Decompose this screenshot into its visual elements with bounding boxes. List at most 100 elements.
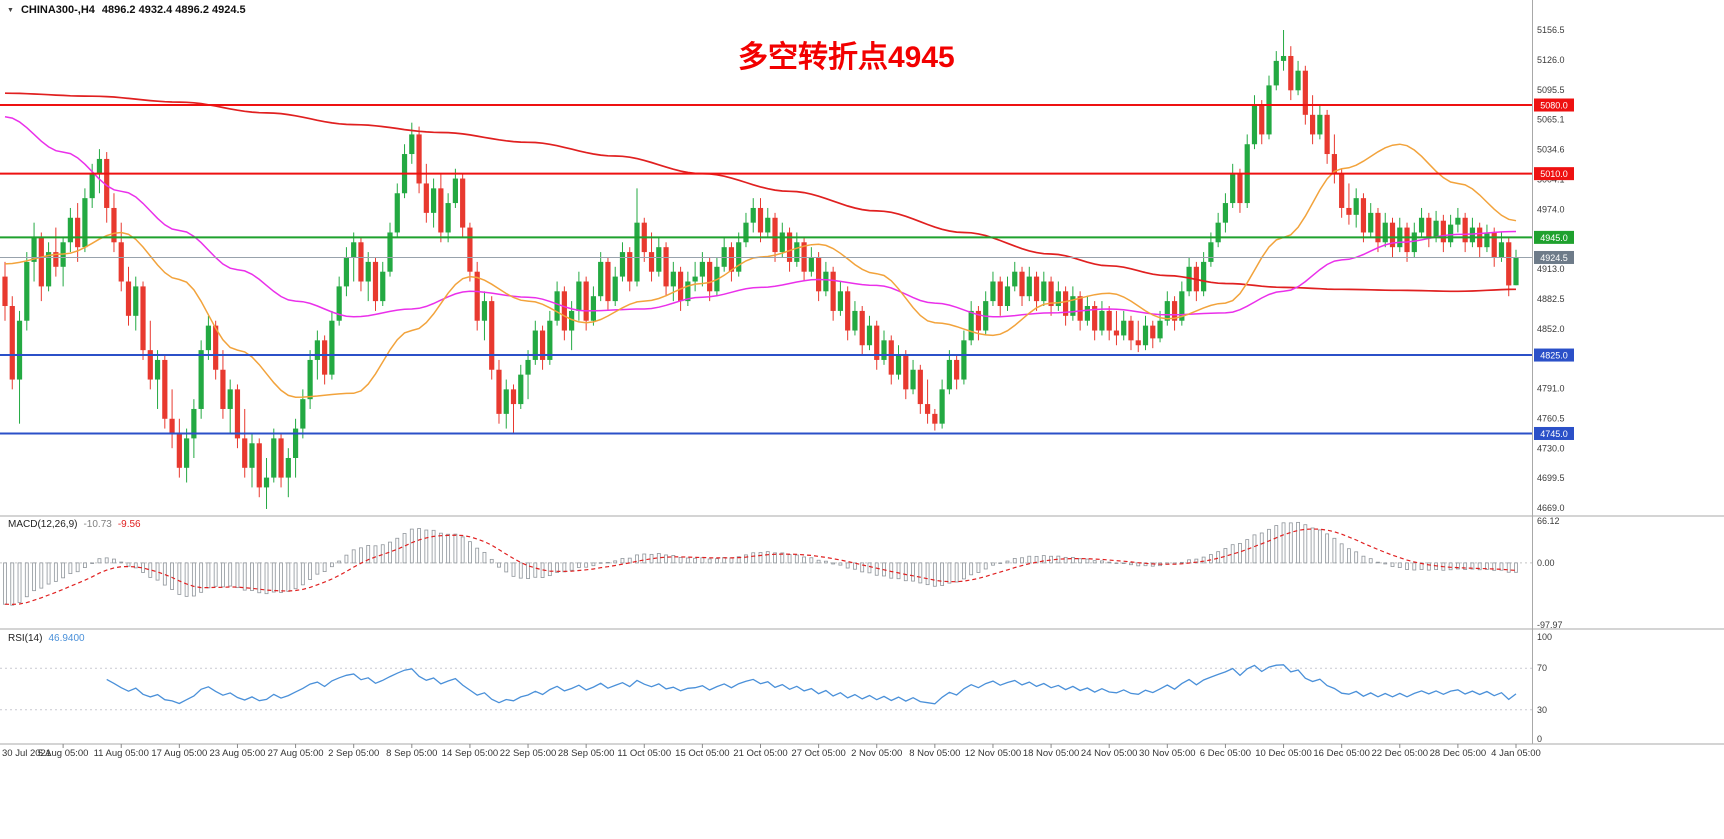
macd-histogram-bar — [1347, 548, 1351, 564]
candle-body — [271, 438, 277, 478]
candle-body — [1092, 306, 1098, 331]
rsi-indicator-label: RSI(14) 46.9400 — [8, 633, 85, 644]
time-axis-label[interactable]: 8 Nov 05:00 — [909, 748, 960, 759]
price-tick-label: 4791.0 — [1537, 384, 1565, 394]
macd-histogram-bar — [853, 562, 857, 570]
macd-histogram-bar — [838, 562, 843, 566]
candle-body — [1128, 320, 1134, 341]
hline-price-label-bg — [1534, 167, 1574, 181]
candle-body — [336, 286, 342, 321]
macd-histogram-bar — [794, 554, 799, 564]
time-axis-label[interactable]: 11 Aug 05:00 — [94, 748, 149, 759]
macd-histogram-bar — [1463, 562, 1468, 570]
time-axis-label[interactable]: 2 Nov 05:00 — [851, 748, 902, 759]
time-axis-label[interactable]: 21 Oct 05:00 — [733, 748, 787, 759]
macd-histogram-bar — [1245, 539, 1250, 564]
macd-histogram-bar — [787, 554, 792, 564]
time-axis-label[interactable]: 28 Sep 05:00 — [558, 748, 615, 759]
macd-histogram-bar — [823, 560, 828, 564]
candle-body — [2, 276, 8, 307]
candle-body — [329, 320, 335, 375]
macd-histogram-bar — [758, 552, 763, 564]
macd-histogram-bar — [751, 552, 756, 564]
macd-histogram-bar — [475, 547, 480, 564]
symbol-timeframe-label: CHINA300-,H4 — [20, 4, 95, 16]
candle-body — [9, 306, 15, 380]
candle-body — [1070, 296, 1076, 316]
macd-histogram-bar — [395, 537, 400, 564]
time-axis-label[interactable]: 8 Sep 05:00 — [386, 748, 437, 759]
time-axis-label[interactable]: 18 Nov 05:00 — [1023, 748, 1080, 759]
macd-histogram-bar — [112, 558, 116, 564]
macd-histogram-bar — [1455, 562, 1460, 570]
candle-body — [16, 320, 23, 380]
time-axis-label[interactable]: 2 Sep 05:00 — [328, 748, 379, 759]
macd-histogram-bar — [1506, 562, 1511, 573]
macd-histogram-bar — [547, 562, 552, 577]
macd-histogram-bar — [1390, 562, 1395, 567]
price-tick-label: 4882.5 — [1537, 294, 1565, 304]
macd-histogram-bar — [359, 547, 363, 564]
macd-histogram-bar — [707, 558, 712, 564]
time-axis-label[interactable]: 12 Nov 05:00 — [965, 748, 1022, 759]
time-axis-label[interactable]: 30 Nov 05:00 — [1139, 748, 1196, 759]
candle-body — [910, 369, 916, 390]
candle-body — [1048, 281, 1054, 307]
time-axis-label[interactable]: 24 Nov 05:00 — [1081, 748, 1138, 759]
candle-body — [1433, 220, 1439, 238]
time-axis-label[interactable]: 5 Aug 05:00 — [38, 748, 89, 759]
macd-histogram-bar — [1339, 543, 1344, 564]
macd-histogram-bar — [845, 562, 850, 569]
time-axis-label[interactable]: 28 Dec 05:00 — [1430, 748, 1487, 759]
price-tick-label: 4730.0 — [1537, 443, 1565, 453]
time-axis-label[interactable]: 17 Aug 05:00 — [151, 748, 207, 759]
candle-body — [1171, 301, 1178, 321]
macd-histogram-bar — [1129, 562, 1133, 566]
macd-histogram-bar — [10, 562, 15, 606]
candle-body — [31, 237, 37, 262]
macd-histogram-bar — [1041, 555, 1046, 564]
candle-body — [343, 256, 350, 287]
macd-histogram-bar — [998, 562, 1003, 564]
candle-body — [82, 198, 88, 248]
macd-histogram-bar — [1470, 562, 1475, 570]
macd-histogram-bar — [635, 554, 639, 564]
candle-body — [45, 252, 52, 287]
macd-histogram-bar — [1005, 560, 1010, 564]
candle-body — [140, 286, 146, 351]
candle-body — [1498, 242, 1505, 257]
candle-body — [242, 438, 248, 468]
candle-body — [954, 359, 960, 380]
time-axis-label[interactable]: 30 Jul 2021 — [2, 748, 51, 759]
time-axis-label[interactable]: 14 Sep 05:00 — [442, 748, 499, 759]
time-axis-label[interactable]: 27 Aug 05:00 — [268, 748, 324, 759]
macd-histogram-bar — [511, 562, 516, 577]
macd-histogram-bar — [1274, 525, 1279, 564]
candle-body — [1164, 301, 1170, 321]
time-axis-label[interactable]: 22 Sep 05:00 — [500, 748, 557, 759]
time-axis-label[interactable]: 27 Oct 05:00 — [791, 748, 845, 759]
candle-body — [656, 247, 662, 272]
time-axis-label[interactable]: 23 Aug 05:00 — [209, 748, 265, 759]
collapse-arrow-icon[interactable]: ▼ — [7, 6, 14, 14]
time-axis-label[interactable]: 11 Oct 05:00 — [617, 748, 671, 759]
time-axis-label[interactable]: 16 Dec 05:00 — [1313, 748, 1370, 759]
macd-histogram-bar — [918, 562, 923, 584]
time-axis-label[interactable]: 6 Dec 05:00 — [1200, 748, 1251, 759]
macd-histogram-bar — [257, 562, 262, 594]
candle-body — [452, 178, 458, 204]
time-axis-label[interactable]: 10 Dec 05:00 — [1255, 748, 1312, 759]
macd-histogram-bar — [213, 562, 218, 587]
time-axis-label[interactable]: 15 Oct 05:00 — [675, 748, 729, 759]
macd-histogram-bar — [911, 562, 915, 582]
candle-body — [1251, 105, 1258, 145]
time-axis-label[interactable]: 22 Dec 05:00 — [1372, 748, 1429, 759]
time-axis-label[interactable]: 4 Jan 05:00 — [1491, 748, 1541, 759]
macd-histogram-bar — [809, 557, 814, 564]
price-tick-label: 5065.1 — [1537, 115, 1565, 125]
macd-axis-label: -97.97 — [1537, 620, 1563, 630]
candle-body — [1259, 105, 1265, 135]
hline-price-label-bg — [1534, 98, 1574, 112]
macd-histogram-bar — [671, 555, 676, 564]
